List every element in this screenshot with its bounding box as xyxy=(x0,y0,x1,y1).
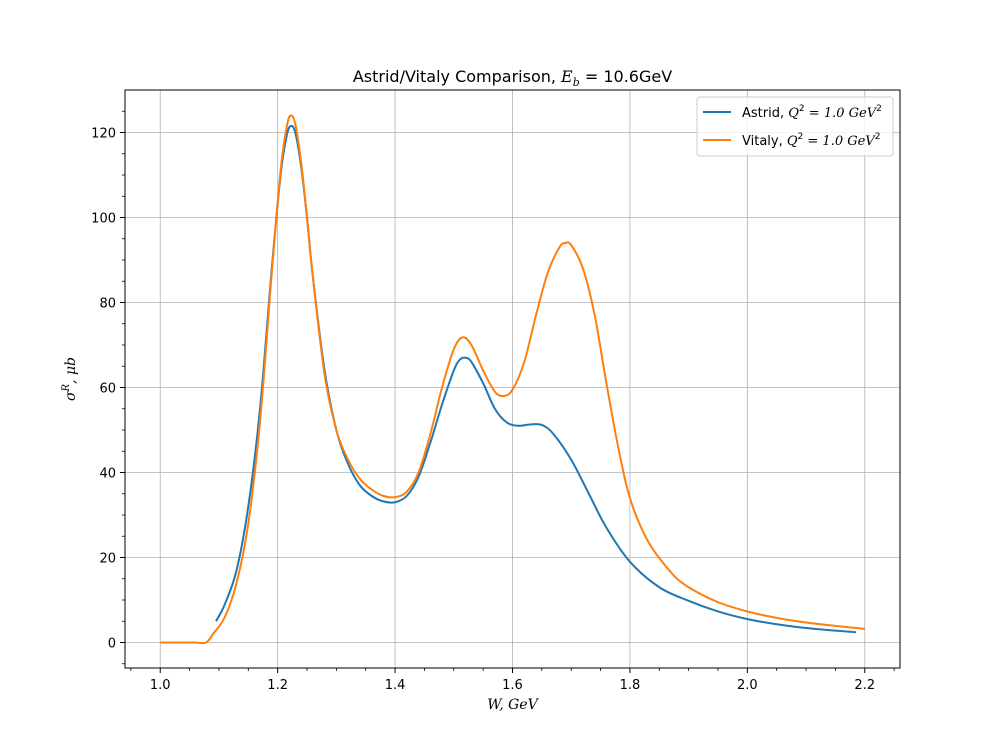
x-tick-label: 1.4 xyxy=(385,678,406,693)
plot-series xyxy=(160,114,865,645)
y-tick-label: 100 xyxy=(91,212,116,227)
x-axis-label: W, GeV xyxy=(487,697,539,713)
x-tick-label: 1.8 xyxy=(620,678,641,693)
x-tick-label: 1.6 xyxy=(502,678,523,693)
legend-label: Astrid, Q2 = 1.0 GeV2 xyxy=(742,104,882,121)
x-tick-label: 2.0 xyxy=(737,678,758,693)
x-tick-label: 2.2 xyxy=(854,678,875,693)
y-tick-label: 0 xyxy=(108,637,116,652)
y-tick-label: 20 xyxy=(99,552,116,567)
y-tick-label: 120 xyxy=(91,127,116,142)
grid xyxy=(125,90,900,668)
chart-title: Astrid/Vitaly Comparison, Eb = 10.6GeV xyxy=(353,67,672,89)
series-line-vitaly xyxy=(160,114,865,645)
axis-ticks: 1.0 1.2 1.4 1.6 1.8 2.0 2.2 0 20 40 60 80 100 120 xyxy=(91,110,895,693)
legend-box xyxy=(696,96,894,157)
y-tick-label: 40 xyxy=(99,467,116,482)
y-tick-label: 60 xyxy=(99,382,116,397)
y-axis-label: σR, μb xyxy=(61,357,79,401)
series-line-astrid xyxy=(215,124,857,634)
legend-label: Vitaly, Q2 = 1.0 GeV2 xyxy=(742,132,880,149)
legend-entry-vitaly: Vitaly, Q2 = 1.0 GeV2 xyxy=(703,132,880,149)
x-tick-label: 1.2 xyxy=(267,678,288,693)
x-tick-label: 1.0 xyxy=(150,678,171,693)
y-tick-label: 80 xyxy=(99,297,116,312)
legend: Astrid, Q2 = 1.0 GeV2 Vitaly, Q2 = 1.0 G… xyxy=(696,96,894,157)
legend-entry-astrid: Astrid, Q2 = 1.0 GeV2 xyxy=(703,104,882,121)
